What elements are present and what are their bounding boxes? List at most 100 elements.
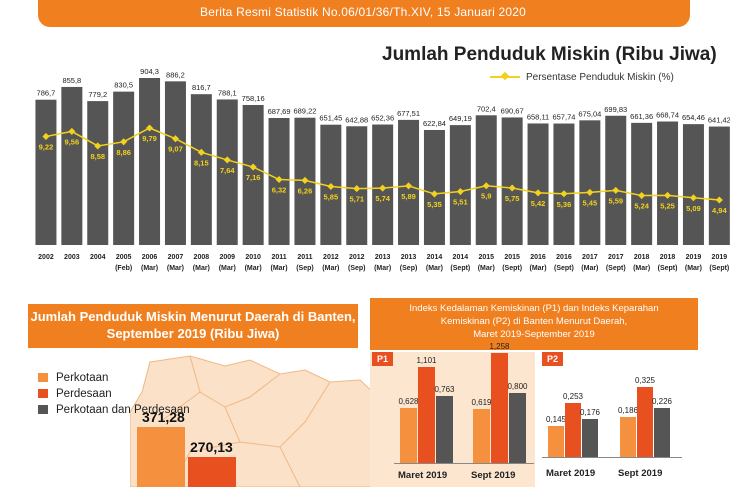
x-tick-year: 2009 (219, 254, 235, 261)
index-bar-label: 1,101 (416, 355, 437, 365)
bar-perdesaan (188, 457, 236, 487)
legend-label: Perkotaan (56, 371, 109, 384)
index-axis (394, 463, 534, 464)
index-bar (620, 416, 636, 457)
x-tick-year: 2012 (349, 254, 365, 261)
x-tick-year: 2017 (608, 254, 624, 261)
x-tick-year: 2014 (453, 254, 469, 261)
x-tick-period: (Mar) (167, 265, 184, 272)
x-tick-year: 2011 (297, 254, 312, 261)
bar-label: 661,36 (630, 112, 653, 121)
bar (242, 104, 264, 245)
line-label: 6,26 (298, 186, 313, 195)
label-perdesaan: 270,13 (190, 439, 233, 455)
bar-label: 830,5 (114, 81, 133, 90)
x-tick-year: 2006 (142, 254, 158, 261)
index-bar-label: 0,253 (562, 391, 584, 401)
bar (501, 117, 523, 245)
bar (657, 121, 679, 245)
region-chart-title-line2: September 2019 (Ribu Jiwa) (106, 326, 280, 341)
index-bar (654, 408, 670, 457)
line-point (68, 127, 76, 135)
line-point (689, 194, 697, 202)
bar-label: 886,2 (166, 70, 185, 79)
line-label: 5,36 (557, 200, 572, 209)
x-tick-year: 2019 (686, 254, 702, 261)
x-tick-year: 2013 (401, 254, 417, 261)
index-bar (436, 396, 453, 463)
bar-label: 904,3 (140, 67, 159, 76)
index-x-label: Sept 2019 (618, 468, 663, 479)
x-tick-period: (Mar) (193, 265, 210, 272)
bar (527, 123, 549, 245)
x-tick-year: 2015 (478, 254, 494, 261)
region-chart-title: Jumlah Penduduk Miskin Menurut Daerah di… (28, 304, 358, 348)
x-tick-year: 2002 (38, 254, 54, 261)
legend-item-total: Perkotaan dan Perdesaan (38, 402, 190, 417)
line-point (430, 190, 438, 198)
line-label: 5,9 (481, 192, 491, 201)
index-title-line2: Kemiskinan (P2) di Banten Menurut Daerah… (440, 316, 628, 327)
x-tick-period: (Mar) (478, 265, 495, 272)
bar-label: 779,2 (88, 90, 107, 99)
index-bar (509, 393, 526, 463)
index-bar (400, 408, 417, 463)
bar (139, 78, 161, 245)
x-tick-period: (Sept) (606, 265, 626, 272)
index-bar (491, 353, 508, 463)
region-chart-title-line1: Jumlah Penduduk Miskin Menurut Daerah di… (30, 309, 356, 324)
label-perkotaan: 371,28 (142, 409, 185, 425)
index-bar-label: 0,763 (434, 385, 455, 395)
banten-map (130, 355, 380, 487)
line-point (223, 156, 231, 164)
line-label: 7,64 (220, 166, 235, 175)
bar-label: 649,19 (449, 114, 472, 123)
x-tick-period: (Mar) (581, 265, 598, 272)
index-title-line1: Indeks Kedalaman Kemiskinan (P1) dan Ind… (409, 303, 659, 314)
bar-label: 816,7 (192, 83, 211, 92)
x-tick-period: (Mar) (374, 265, 391, 272)
line-point (249, 163, 257, 171)
bar-label: 668,74 (656, 111, 679, 120)
bar-label: 642,88 (345, 115, 368, 124)
bar (35, 99, 57, 245)
p1-tag: P1 (372, 352, 394, 366)
bar (605, 115, 627, 245)
legend-label: Perdesaan (56, 387, 112, 400)
line-point (120, 138, 128, 146)
index-bar-label: 0,800 (507, 382, 528, 392)
x-tick-year: 2016 (556, 254, 572, 261)
bar (164, 81, 186, 245)
legend-swatch (38, 405, 48, 414)
bar (631, 122, 653, 245)
bar-label: 652,36 (371, 114, 394, 123)
bar (475, 115, 497, 245)
x-tick-period: (Sept) (502, 265, 522, 272)
index-bar (637, 387, 653, 457)
line-label: 5,71 (349, 195, 364, 204)
x-tick-period: (Mar) (322, 265, 339, 272)
line-point (197, 148, 205, 156)
bar-label: 699,83 (604, 105, 627, 114)
bar-label: 641,42 (708, 116, 730, 125)
line-label: 7,16 (246, 173, 261, 182)
line-point (171, 135, 179, 143)
line-point (560, 190, 568, 198)
line-point (482, 182, 490, 190)
bar (113, 91, 135, 246)
bar (579, 120, 601, 245)
line-point (638, 192, 646, 200)
index-bar-label: 1,258 (489, 342, 510, 351)
x-tick-period: (Mar) (219, 265, 236, 272)
legend-item-perdesaan: Perdesaan (38, 386, 190, 401)
line-point (327, 182, 335, 191)
line-label: 8,86 (116, 148, 131, 157)
x-tick-year: 2004 (90, 254, 106, 261)
line-point (715, 196, 723, 204)
bar (449, 125, 471, 245)
index-x-label: Maret 2019 (546, 468, 596, 479)
line-point (146, 124, 154, 132)
main-chart-legend: Persentase Penduduk Miskin (%) (490, 72, 674, 83)
index-bar (473, 408, 490, 463)
index-bar (582, 419, 598, 457)
